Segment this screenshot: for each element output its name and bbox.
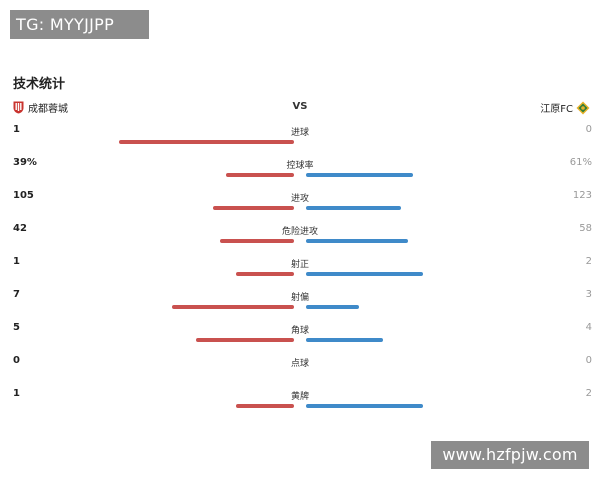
stat-label: 射偏 [290,293,309,303]
away-stat-bar [306,206,401,210]
watermark-top: TG: MYYJJPP [10,10,149,39]
stat-row: 1 黄牌 2 [0,388,600,421]
home-stat-bar [236,404,294,408]
stat-label: 进球 [290,128,309,138]
away-stat-bar [306,272,423,276]
home-stat-bar [119,140,294,144]
stat-label: 危险进攻 [281,227,318,237]
away-stat-value: 2 [585,256,592,267]
watermark-bottom: www.hzfpjw.com [431,441,589,469]
away-stat-value: 0 [585,355,592,366]
away-stat-bar [306,173,413,177]
stat-row: 5 角球 4 [0,322,600,355]
home-stat-bar [220,239,294,243]
away-team-name: 江原FC [540,104,573,115]
home-stat-value: 39% [13,157,37,168]
away-stat-bar [306,239,408,243]
away-stat-bar [306,404,423,408]
stat-row: 42 危险进攻 58 [0,223,600,256]
stat-row: 7 射偏 3 [0,289,600,322]
stat-label: 进攻 [290,194,309,204]
away-stat-value: 3 [585,289,592,300]
home-team: 成都蓉城 [13,100,68,115]
home-team-badge-icon [13,101,24,114]
home-stat-bar [236,272,294,276]
home-stat-value: 1 [13,256,20,267]
home-stat-value: 1 [13,124,20,135]
away-team-badge-icon [576,101,590,114]
home-stat-value: 0 [13,355,20,366]
away-stat-value: 58 [579,223,592,234]
home-stat-value: 5 [13,322,20,333]
stat-row: 1 进球 0 [0,124,600,157]
home-stat-value: 7 [13,289,20,300]
home-stat-value: 42 [13,223,27,234]
stat-label: 黄牌 [290,392,309,402]
stat-row: 0 点球 0 [0,355,600,388]
match-header: 成都蓉城 VS 江原FC [0,100,600,116]
away-stat-value: 4 [585,322,592,333]
stat-label: 角球 [290,326,309,336]
home-stat-value: 105 [13,190,34,201]
vs-label: VS [292,101,308,112]
away-stat-bar [306,338,383,342]
stat-row: 105 进攻 123 [0,190,600,223]
home-team-name: 成都蓉城 [28,104,68,115]
stat-label: 射正 [290,260,309,270]
section-title: 技术统计 [13,77,66,92]
away-stat-bar [306,305,359,309]
home-stat-value: 1 [13,388,20,399]
away-stat-value: 2 [585,388,592,399]
stat-label: 控球率 [286,161,314,171]
away-stat-value: 61% [569,157,592,168]
home-stat-bar [196,338,294,342]
stat-label: 点球 [290,359,309,369]
home-stat-bar [213,206,294,210]
away-stat-value: 0 [585,124,592,135]
home-stat-bar [226,173,294,177]
away-stat-value: 123 [572,190,592,201]
home-stat-bar [172,305,294,309]
stat-row: 39% 控球率 61% [0,157,600,190]
away-team: 江原FC [540,100,590,115]
stat-row: 1 射正 2 [0,256,600,289]
